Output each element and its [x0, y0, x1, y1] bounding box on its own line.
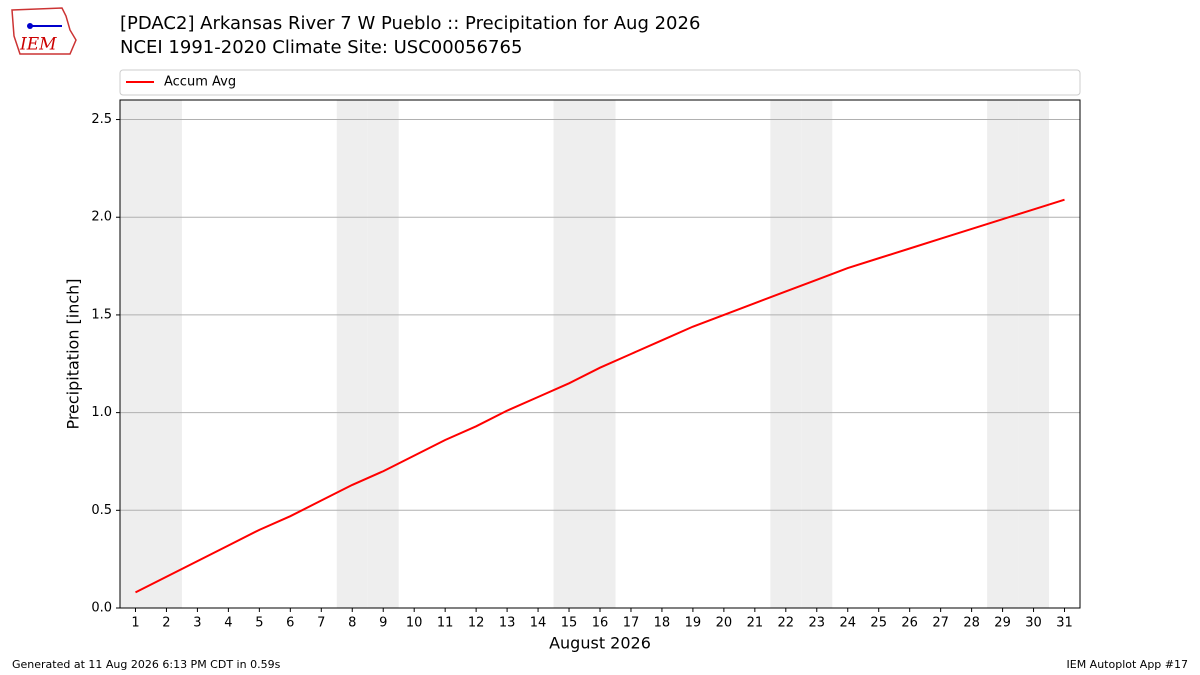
weekend-band — [584, 100, 616, 608]
x-tick-label: 20 — [716, 616, 733, 631]
footer-right: IEM Autoplot App #17 — [1067, 658, 1189, 671]
x-tick-label: 23 — [809, 616, 826, 631]
weekend-band — [1018, 100, 1050, 608]
x-tick-label: 5 — [255, 616, 263, 631]
weekend-band — [801, 100, 833, 608]
x-tick-label: 25 — [870, 616, 887, 631]
x-tick-label: 9 — [379, 616, 387, 631]
chart-subtitle: NCEI 1991-2020 Climate Site: USC00056765 — [120, 37, 522, 58]
y-tick-label: 1.5 — [91, 307, 112, 322]
x-tick-label: 15 — [561, 616, 578, 631]
series-line — [135, 198, 1065, 594]
x-tick-label: 22 — [778, 616, 795, 631]
chart-title: [PDAC2] Arkansas River 7 W Pueblo :: Pre… — [120, 13, 700, 34]
y-tick-label: 0.5 — [91, 503, 112, 518]
y-tick-label: 2.5 — [91, 112, 112, 127]
x-tick-label: 24 — [839, 616, 856, 631]
legend-box — [119, 69, 1081, 96]
x-tick-label: 18 — [654, 616, 671, 631]
x-tick-label: 21 — [747, 616, 764, 631]
weekend-band — [120, 100, 151, 608]
logo: IEM — [11, 7, 77, 55]
x-tick-label: 10 — [406, 616, 423, 631]
plot-frame — [119, 99, 1081, 609]
footer-left: Generated at 11 Aug 2026 6:13 PM CDT in … — [12, 658, 281, 671]
x-tick-label: 13 — [499, 616, 516, 631]
weekend-band — [336, 100, 368, 608]
x-tick-label: 17 — [623, 616, 640, 631]
x-tick-label: 7 — [317, 616, 325, 631]
y-tick-label: 0.0 — [91, 601, 112, 616]
x-tick-label: 8 — [348, 616, 356, 631]
logo-text: IEM — [19, 35, 57, 55]
weekend-band — [770, 100, 802, 608]
weekend-band — [987, 100, 1019, 608]
x-tick-label: 12 — [468, 616, 485, 631]
x-tick-label: 3 — [193, 616, 201, 631]
weekend-band — [367, 100, 399, 608]
legend-label: Accum Avg — [164, 75, 236, 90]
y-tick-label: 1.0 — [91, 405, 112, 420]
x-tick-label: 16 — [592, 616, 609, 631]
x-tick-label: 14 — [530, 616, 547, 631]
x-tick-label: 4 — [224, 616, 232, 631]
x-tick-label: 29 — [994, 616, 1011, 631]
y-axis-label: Precipitation [inch] — [64, 278, 83, 429]
x-tick-label: 6 — [286, 616, 294, 631]
x-tick-label: 2 — [162, 616, 170, 631]
x-tick-label: 19 — [685, 616, 702, 631]
x-tick-label: 27 — [932, 616, 949, 631]
x-tick-label: 1 — [131, 616, 139, 631]
x-tick-label: 28 — [963, 616, 980, 631]
weekend-band — [150, 100, 182, 608]
x-tick-label: 11 — [437, 616, 454, 631]
x-tick-label: 31 — [1056, 616, 1073, 631]
weekend-band — [553, 100, 585, 608]
x-tick-label: 26 — [901, 616, 918, 631]
x-axis-label: August 2026 — [549, 634, 651, 653]
y-tick-label: 2.0 — [91, 210, 112, 225]
x-tick-label: 30 — [1025, 616, 1042, 631]
